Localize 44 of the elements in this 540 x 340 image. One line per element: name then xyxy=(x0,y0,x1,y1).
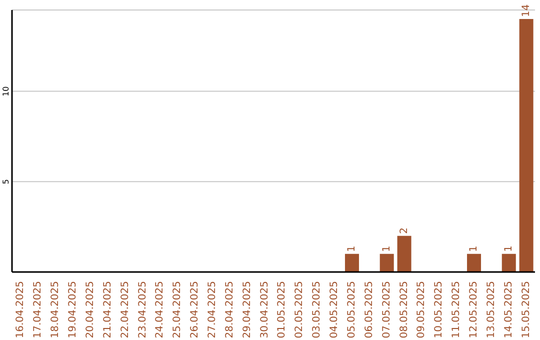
x-tick-label: 04.05.2025 xyxy=(329,281,340,338)
bar xyxy=(397,236,412,272)
data-label: 2 xyxy=(398,227,410,234)
x-tick-label: 18.04.2025 xyxy=(50,281,62,338)
data-label: 1 xyxy=(503,246,514,252)
x-tick-label: 13.05.2025 xyxy=(486,281,497,338)
x-tick-label: 01.05.2025 xyxy=(276,281,288,338)
x-tick-label: 15.05.2025 xyxy=(520,281,532,338)
x-tick-label: 22.04.2025 xyxy=(120,281,131,338)
x-tick-label: 24.04.2025 xyxy=(154,281,166,338)
x-tick-label: 29.04.2025 xyxy=(242,281,253,338)
data-label: 1 xyxy=(346,246,358,252)
bar xyxy=(467,254,482,272)
x-tick-label: 20.04.2025 xyxy=(84,281,96,338)
x-tick-label: 21.04.2025 xyxy=(102,281,114,338)
x-tick-label: 30.04.2025 xyxy=(259,281,270,338)
x-tick-label: 11.05.2025 xyxy=(451,281,462,338)
bar xyxy=(380,254,394,272)
x-tick-label: 10.05.2025 xyxy=(434,281,445,338)
x-tick-label: 19.04.2025 xyxy=(68,281,79,338)
x-tick-label: 05.05.2025 xyxy=(346,281,358,338)
x-tick-label: 25.04.2025 xyxy=(172,281,184,338)
data-label: 1 xyxy=(468,246,480,252)
bar xyxy=(519,19,534,272)
data-label: 14 xyxy=(520,4,532,18)
x-tick-label: 08.05.2025 xyxy=(398,281,410,338)
bar xyxy=(344,254,359,272)
x-tick-label: 07.05.2025 xyxy=(381,281,392,338)
y-tick-label: 10 xyxy=(2,86,10,96)
x-tick-label: 03.05.2025 xyxy=(312,281,323,338)
x-tick-label: 09.05.2025 xyxy=(416,281,428,338)
x-tick-label: 26.04.2025 xyxy=(190,281,201,338)
x-tick-label: 27.04.2025 xyxy=(206,281,218,338)
x-tick-label: 28.04.2025 xyxy=(224,281,236,338)
bar xyxy=(502,254,516,272)
x-tick-label: 14.05.2025 xyxy=(503,281,514,338)
x-tick-label: 23.04.2025 xyxy=(137,281,148,338)
x-tick-label: 02.05.2025 xyxy=(294,281,306,338)
y-tick-label: 5 xyxy=(2,179,10,184)
x-tick-label: 16.04.2025 xyxy=(15,281,26,338)
x-tick-label: 06.05.2025 xyxy=(364,281,375,338)
x-tick-label: 12.05.2025 xyxy=(468,281,480,338)
x-tick-label: 17.04.2025 xyxy=(32,281,44,338)
data-label: 1 xyxy=(381,246,392,252)
